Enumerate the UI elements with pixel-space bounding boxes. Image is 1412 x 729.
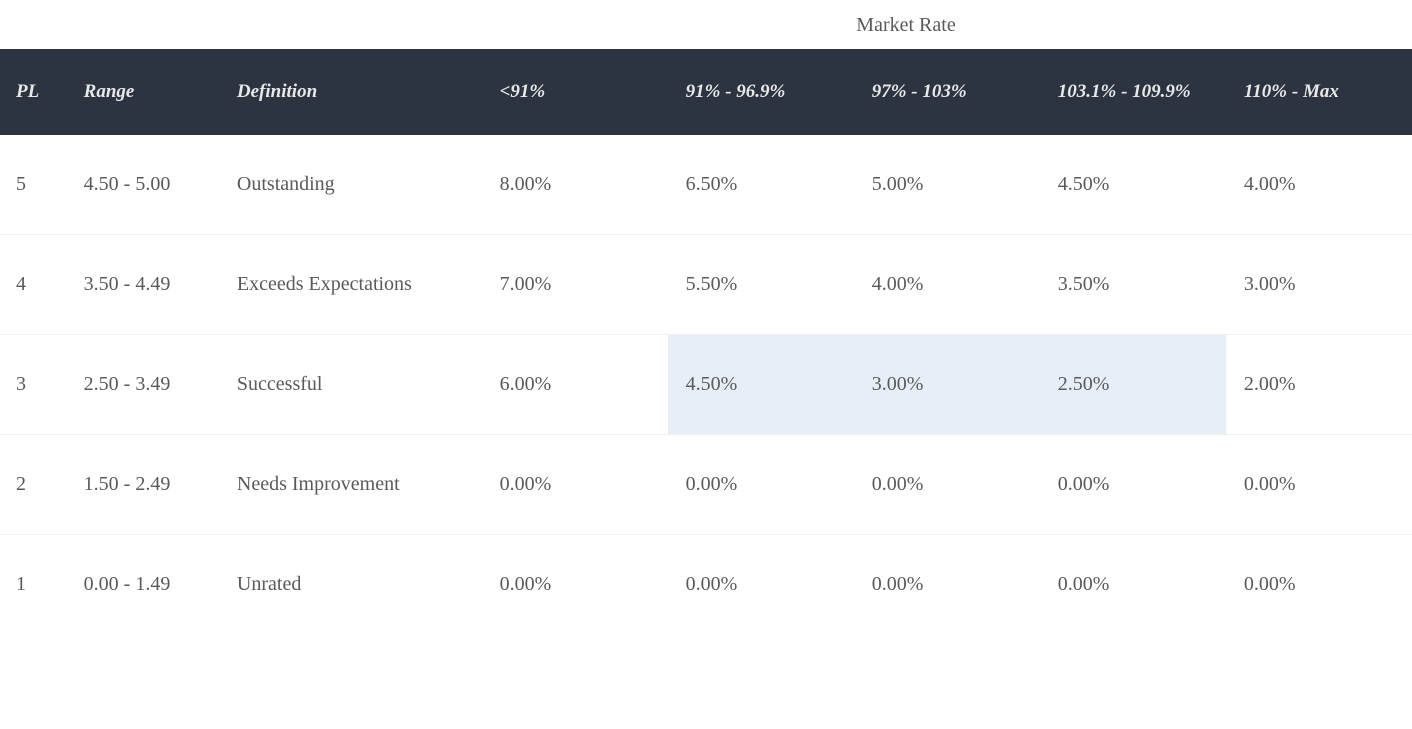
merit-matrix-table: PL Range Definition <91% 91% - 96.9% 97%…	[0, 49, 1412, 634]
cell-rate: 0.00%	[1226, 535, 1412, 635]
cell-pl: 4	[0, 235, 66, 335]
cell-range: 0.00 - 1.49	[66, 535, 219, 635]
cell-definition: Outstanding	[219, 135, 482, 235]
table-row: 32.50 - 3.49Successful6.00%4.50%3.00%2.5…	[0, 335, 1412, 435]
cell-rate: 5.50%	[668, 235, 854, 335]
cell-rate: 6.50%	[668, 135, 854, 235]
cell-rate: 4.00%	[1226, 135, 1412, 235]
col-header-definition: Definition	[219, 49, 482, 135]
cell-rate: 2.50%	[1040, 335, 1226, 435]
cell-rate: 3.50%	[1040, 235, 1226, 335]
col-header-range: Range	[66, 49, 219, 135]
cell-pl: 3	[0, 335, 66, 435]
cell-rate: 2.00%	[1226, 335, 1412, 435]
cell-rate: 3.00%	[1226, 235, 1412, 335]
cell-pl: 2	[0, 435, 66, 535]
cell-rate: 0.00%	[1226, 435, 1412, 535]
market-rate-header: Market Rate	[0, 0, 1412, 49]
cell-rate: 0.00%	[1040, 435, 1226, 535]
cell-rate: 4.00%	[854, 235, 1040, 335]
cell-rate: 3.00%	[854, 335, 1040, 435]
col-header-rate-2: 91% - 96.9%	[668, 49, 854, 135]
cell-definition: Successful	[219, 335, 482, 435]
cell-definition: Unrated	[219, 535, 482, 635]
cell-rate: 5.00%	[854, 135, 1040, 235]
cell-rate: 0.00%	[668, 535, 854, 635]
col-header-rate-1: <91%	[482, 49, 668, 135]
cell-pl: 5	[0, 135, 66, 235]
cell-range: 1.50 - 2.49	[66, 435, 219, 535]
cell-rate: 4.50%	[668, 335, 854, 435]
col-header-pl: PL	[0, 49, 66, 135]
cell-definition: Needs Improvement	[219, 435, 482, 535]
table-header-row: PL Range Definition <91% 91% - 96.9% 97%…	[0, 49, 1412, 135]
table-row: 54.50 - 5.00Outstanding8.00%6.50%5.00%4.…	[0, 135, 1412, 235]
cell-range: 2.50 - 3.49	[66, 335, 219, 435]
cell-range: 3.50 - 4.49	[66, 235, 219, 335]
cell-range: 4.50 - 5.00	[66, 135, 219, 235]
cell-rate: 7.00%	[482, 235, 668, 335]
table-row: 10.00 - 1.49Unrated0.00%0.00%0.00%0.00%0…	[0, 535, 1412, 635]
cell-rate: 8.00%	[482, 135, 668, 235]
cell-rate: 0.00%	[1040, 535, 1226, 635]
col-header-rate-4: 103.1% - 109.9%	[1040, 49, 1226, 135]
cell-rate: 0.00%	[668, 435, 854, 535]
cell-rate: 0.00%	[854, 535, 1040, 635]
cell-rate: 0.00%	[482, 435, 668, 535]
cell-definition: Exceeds Expectations	[219, 235, 482, 335]
col-header-rate-5: 110% - Max	[1226, 49, 1412, 135]
cell-pl: 1	[0, 535, 66, 635]
table-row: 43.50 - 4.49Exceeds Expectations7.00%5.5…	[0, 235, 1412, 335]
cell-rate: 6.00%	[482, 335, 668, 435]
cell-rate: 0.00%	[482, 535, 668, 635]
col-header-rate-3: 97% - 103%	[854, 49, 1040, 135]
cell-rate: 4.50%	[1040, 135, 1226, 235]
cell-rate: 0.00%	[854, 435, 1040, 535]
table-row: 21.50 - 2.49Needs Improvement0.00%0.00%0…	[0, 435, 1412, 535]
